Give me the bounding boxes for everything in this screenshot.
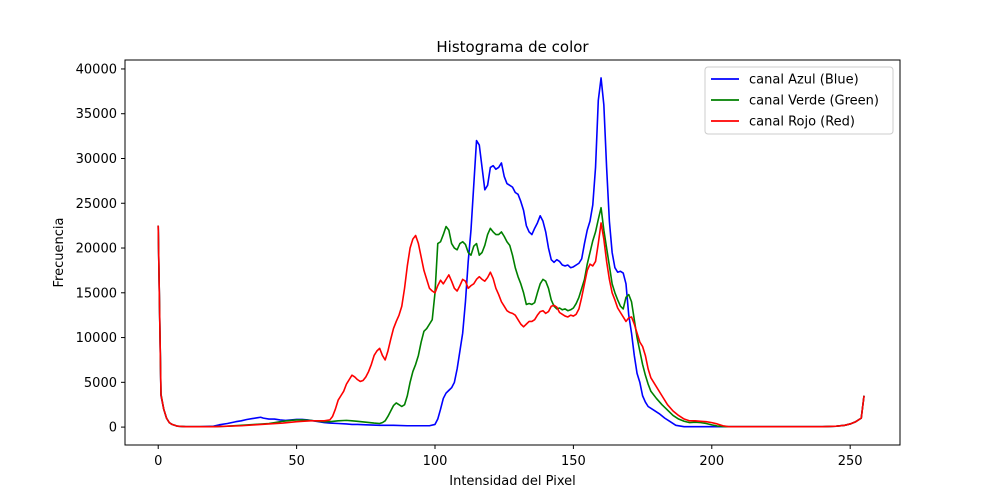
y-tick-label: 25000 xyxy=(76,197,117,212)
x-tick-label: 150 xyxy=(561,454,586,469)
legend: canal Azul (Blue) canal Verde (Green) cana… xyxy=(704,66,894,135)
x-tick-label: 200 xyxy=(699,454,724,469)
y-axis-ticks: 0 5000 10000 15000 20000 25000 30000 35000 40000 xyxy=(76,62,125,436)
y-tick-label: 0 xyxy=(109,421,117,436)
y-axis-label: Frecuencia xyxy=(52,218,67,288)
plot-frame xyxy=(124,59,901,446)
y-tick-label: 35000 xyxy=(76,107,117,122)
x-axis-label: Intensidad del Pixel xyxy=(449,474,575,489)
series-line-1 xyxy=(157,206,865,428)
series-lines xyxy=(157,77,865,428)
x-tick-label: 250 xyxy=(838,454,863,469)
y-tick-label: 15000 xyxy=(76,286,117,301)
y-tick-label: 20000 xyxy=(76,242,117,257)
y-tick-label: 40000 xyxy=(76,62,117,77)
y-tick-label: 30000 xyxy=(76,152,117,167)
x-axis-ticks: 0 50 100 150 200 250 xyxy=(154,445,863,469)
legend-label: canal Azul (Blue) xyxy=(749,73,859,88)
y-tick-label: 5000 xyxy=(84,376,117,391)
y-tick-label: 10000 xyxy=(76,331,117,346)
legend-frame xyxy=(704,66,894,135)
chart-title: Histograma de color xyxy=(436,38,589,56)
x-tick-label: 50 xyxy=(288,454,305,469)
x-tick-label: 0 xyxy=(154,454,162,469)
series-line-2 xyxy=(157,222,865,428)
legend-label: canal Verde (Green) xyxy=(749,94,879,109)
legend-label: canal Rojo (Red) xyxy=(749,115,855,130)
x-tick-label: 100 xyxy=(423,454,448,469)
